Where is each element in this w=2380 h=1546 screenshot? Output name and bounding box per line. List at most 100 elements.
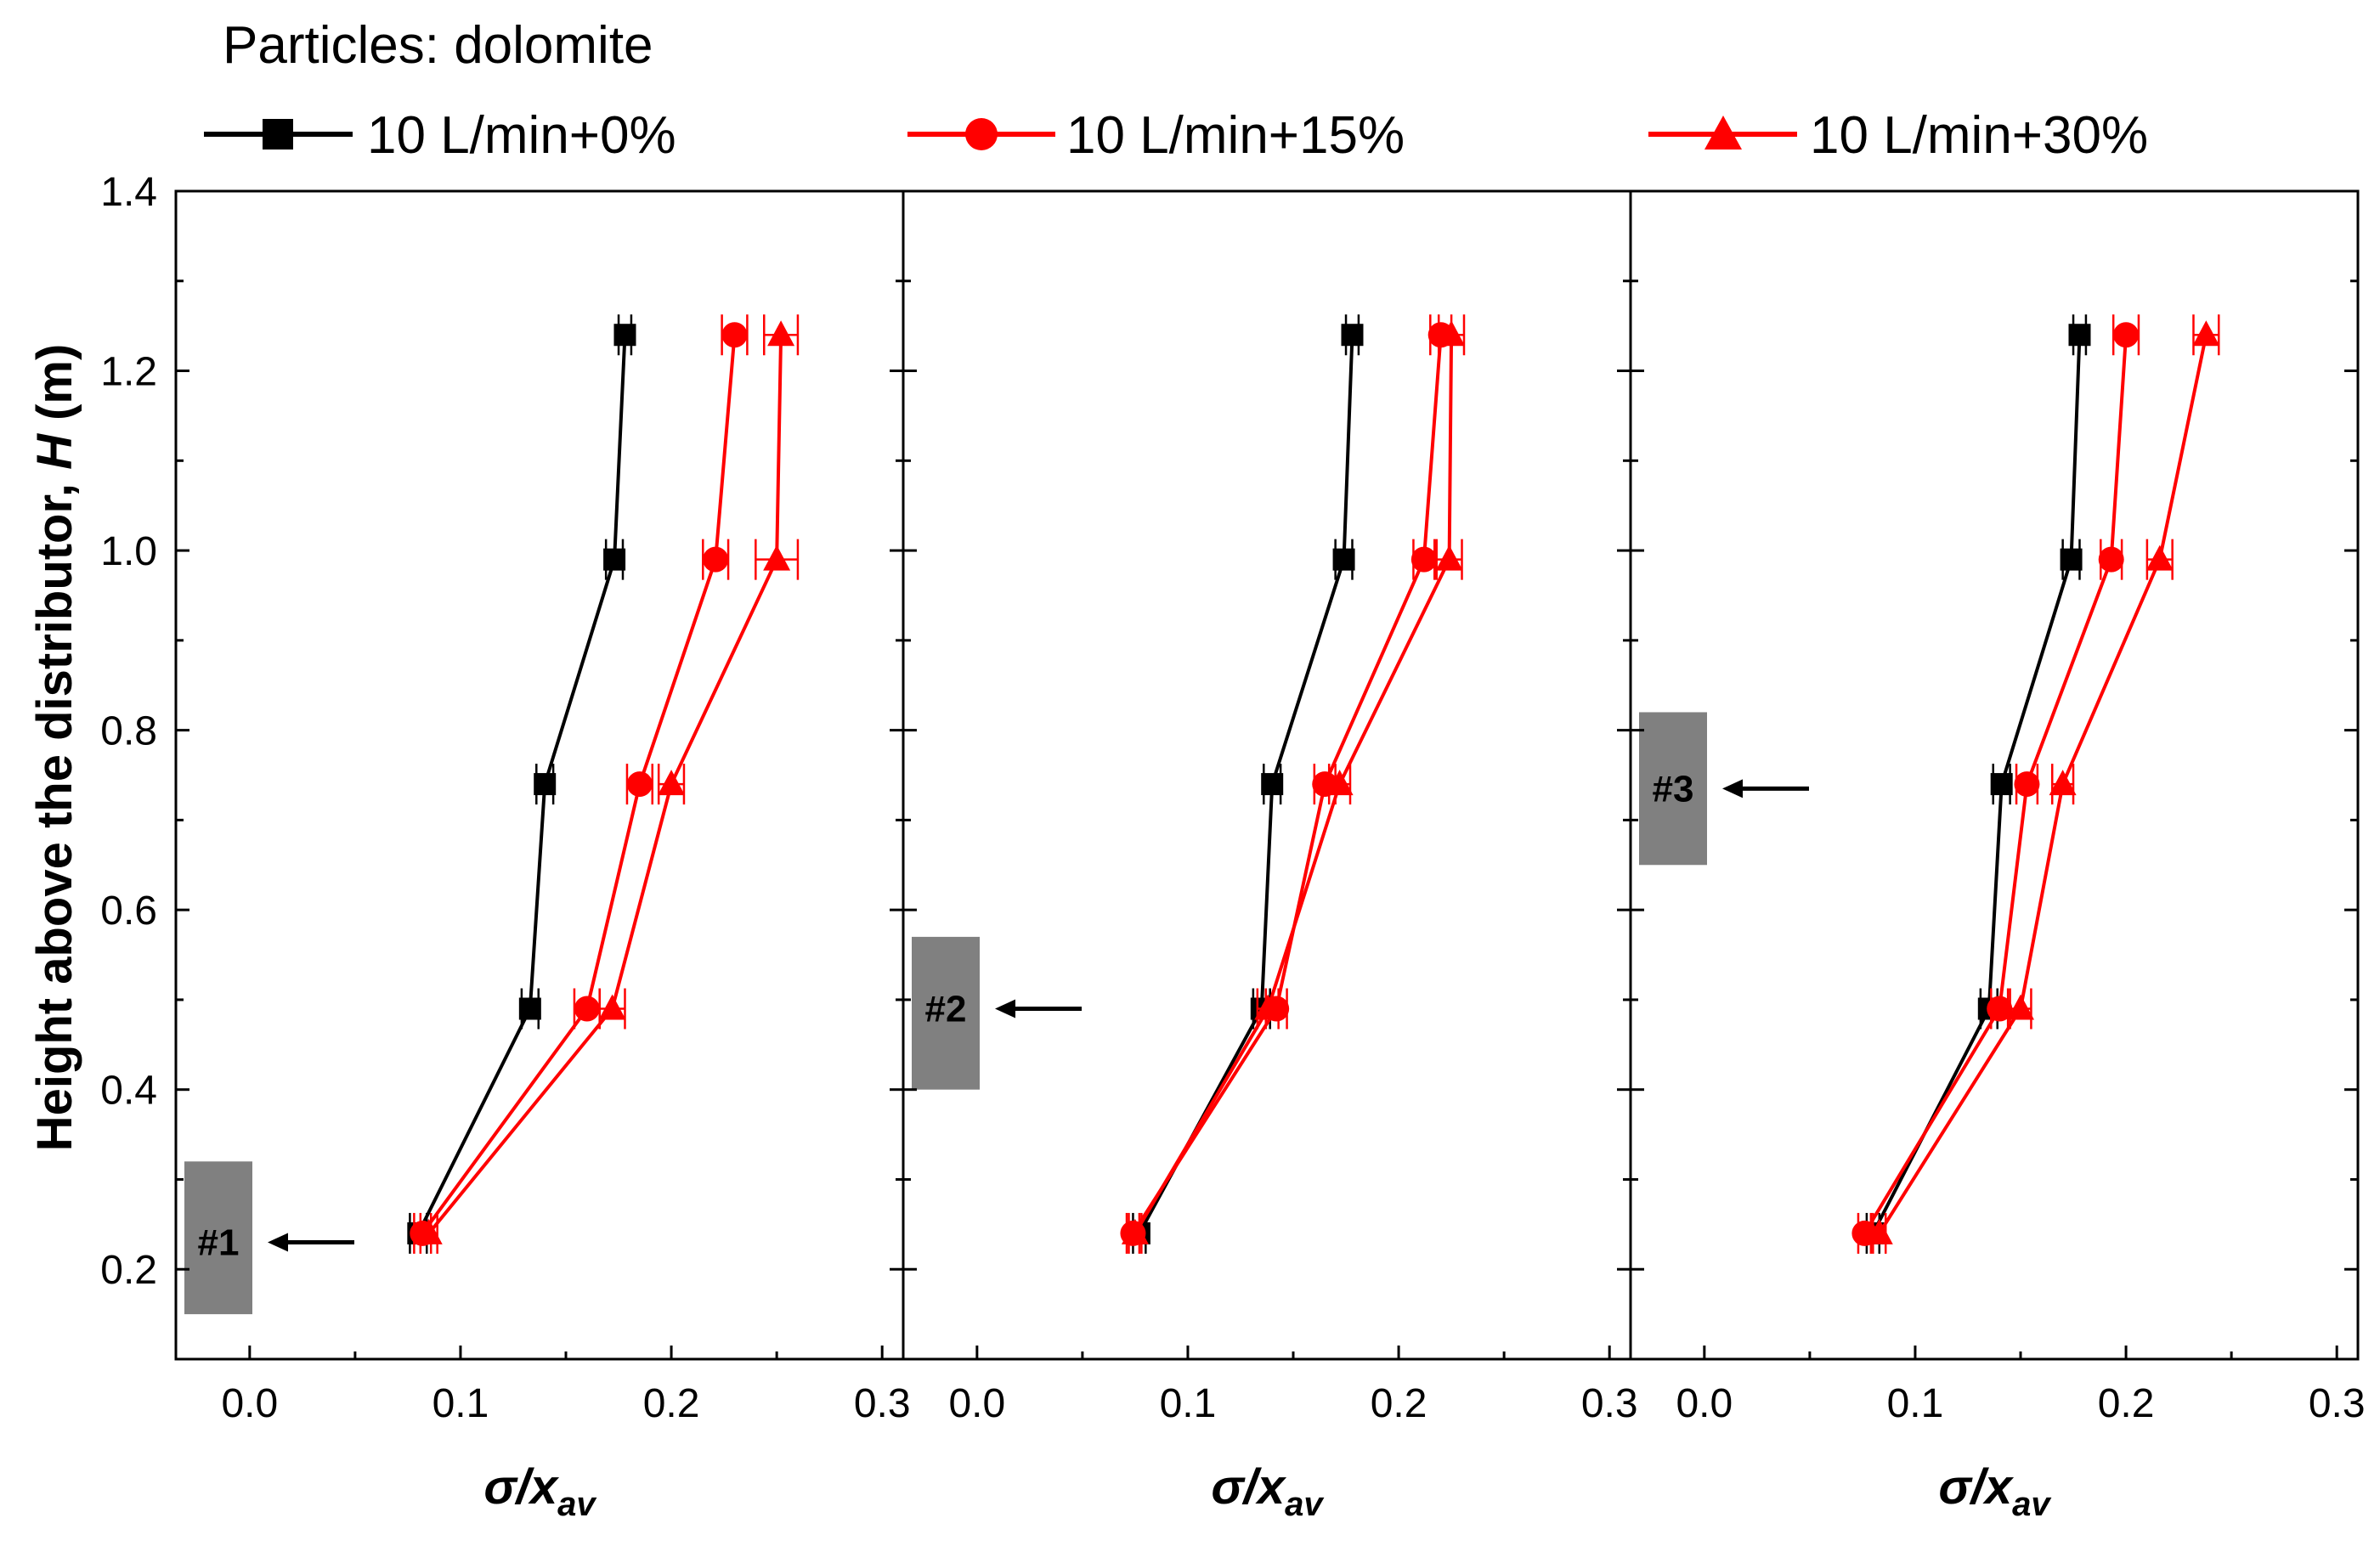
sample-box-label-panel-1: #1 xyxy=(198,1222,240,1264)
x-axis-title-main: σ/x xyxy=(483,1459,560,1515)
data-point-circle xyxy=(721,322,748,348)
data-point-triangle xyxy=(767,320,795,347)
x-tick-label: 0.3 xyxy=(1581,1381,1638,1426)
data-point-square xyxy=(534,773,557,796)
x-tick-label: 0.0 xyxy=(221,1381,278,1426)
data-point-triangle xyxy=(598,994,626,1020)
sample-box xyxy=(912,936,980,1090)
data-point-triangle xyxy=(1438,320,1466,347)
legend-marker-square-icon xyxy=(263,119,293,150)
plot-frame xyxy=(1629,189,2360,1361)
legend-entry-0p: 10 L/min+0% xyxy=(204,106,676,165)
legend-label-0p: 10 L/min+0% xyxy=(367,106,676,165)
data-point-triangle xyxy=(1326,770,1354,796)
y-axis-title-var: H xyxy=(27,433,82,470)
legend-marker-triangle-icon xyxy=(1704,116,1742,150)
x-tick-label: 0.2 xyxy=(643,1381,700,1426)
data-point-circle xyxy=(574,996,600,1022)
y-tick-label: 0.8 xyxy=(100,709,157,754)
data-point-square xyxy=(613,324,636,347)
data-point-triangle xyxy=(415,1218,443,1244)
series-line xyxy=(1878,334,2208,1234)
series-line xyxy=(427,335,783,1235)
panel-1: 0.0 0.1 0.2 0.3 σ/xav #1 xyxy=(174,189,911,1523)
x-tick-label: 0.1 xyxy=(1160,1381,1217,1426)
data-point-square xyxy=(1332,548,1355,571)
y-axis-title-prefix: Height above the distributor, xyxy=(27,470,82,1151)
data-point-square xyxy=(603,548,626,571)
data-point-triangle xyxy=(2192,320,2220,347)
x-tick-label: 0.3 xyxy=(2309,1381,2366,1426)
data-point-triangle xyxy=(1865,1218,1893,1244)
data-point-circle xyxy=(703,546,729,573)
x-tick-label: 0.2 xyxy=(1371,1381,1427,1426)
data-point-square xyxy=(2060,548,2083,571)
panel-3: 0.0 0.1 0.2 0.3 σ/xav #3 xyxy=(1629,189,2366,1523)
y-axis-title-suffix: (m) xyxy=(27,344,82,434)
x-axis-title-sub: av xyxy=(2012,1486,2052,1523)
x-tick-label: 0.1 xyxy=(432,1381,489,1426)
x-tick-labels-panel-1: 0.0 0.1 0.2 0.3 xyxy=(221,1381,910,1426)
x-axis-title-panel-2: σ/xav xyxy=(1211,1459,1325,1523)
data-point-square xyxy=(2068,324,2091,347)
y-tick-label: 0.2 xyxy=(100,1248,157,1293)
series-line xyxy=(1133,335,1454,1234)
y-tick-label: 0.6 xyxy=(100,889,157,934)
y-tick-label: 0.4 xyxy=(100,1069,157,1114)
data-point-triangle xyxy=(2049,770,2077,796)
data-point-circle xyxy=(1410,546,1437,573)
series-line xyxy=(421,335,737,1235)
data-point-circle xyxy=(2098,546,2124,573)
data-point-triangle xyxy=(1435,544,1463,571)
x-tick-label: 0.2 xyxy=(2098,1381,2155,1426)
legend-label-15p: 10 L/min+15% xyxy=(1066,106,1405,165)
sample-box xyxy=(184,1161,252,1315)
legend: 10 L/min+0% 10 L/min+15% 10 L/min+30% xyxy=(204,106,2148,165)
data-point-triangle xyxy=(1254,994,1282,1020)
sample-box xyxy=(1639,712,1707,866)
data-point-triangle xyxy=(1121,1218,1149,1244)
x-axis-title-main: σ/x xyxy=(1938,1459,2015,1515)
x-axis-title-sub: av xyxy=(1285,1486,1325,1523)
x-axis-title-sub: av xyxy=(557,1486,597,1523)
x-tick-label: 0.0 xyxy=(1676,1381,1733,1426)
data-point-circle xyxy=(2014,771,2040,798)
legend-marker-circle-icon xyxy=(965,118,998,150)
data-point-triangle xyxy=(658,770,686,796)
x-axis-title-main: σ/x xyxy=(1211,1459,1287,1515)
legend-entry-15p: 10 L/min+15% xyxy=(907,106,1405,165)
data-point-square xyxy=(518,997,541,1020)
data-point-circle xyxy=(626,771,653,798)
legend-entry-30p: 10 L/min+30% xyxy=(1648,106,2148,165)
x-tick-label: 0.1 xyxy=(1887,1381,1944,1426)
pointer-arrow-icon xyxy=(1722,779,1743,798)
pointer-arrow-icon xyxy=(995,999,1015,1018)
pointer-arrow-icon xyxy=(268,1233,288,1252)
x-tick-labels-panel-2: 0.0 0.1 0.2 0.3 xyxy=(948,1381,1637,1426)
legend-label-30p: 10 L/min+30% xyxy=(1810,106,2148,165)
data-point-circle xyxy=(1987,996,2013,1022)
data-point-triangle xyxy=(763,544,791,571)
x-tick-label: 0.0 xyxy=(948,1381,1005,1426)
series-line xyxy=(1871,335,2082,1234)
chart-header: Particles: dolomite xyxy=(223,16,653,75)
series-line xyxy=(1131,335,1443,1234)
data-point-square xyxy=(1261,773,1284,796)
sample-box-label-panel-3: #3 xyxy=(1653,768,1694,810)
x-tick-labels-panel-3: 0.0 0.1 0.2 0.3 xyxy=(1676,1381,2365,1426)
x-axis-title-panel-3: σ/xav xyxy=(1938,1459,2052,1523)
data-point-circle xyxy=(2113,322,2140,348)
y-tick-labels: 0.2 0.4 0.6 0.8 1.0 1.2 1.4 xyxy=(100,170,157,1293)
data-point-square xyxy=(1341,324,1364,347)
y-tick-label: 1.2 xyxy=(100,350,157,395)
panel-2: 0.0 0.1 0.2 0.3 σ/xav #2 xyxy=(902,189,1638,1523)
y-tick-label: 1.0 xyxy=(100,529,157,574)
data-point-triangle xyxy=(2145,544,2174,571)
data-point-triangle xyxy=(2007,994,2035,1020)
data-point-square xyxy=(1990,773,2013,796)
sample-box-label-panel-2: #2 xyxy=(925,989,967,1030)
x-axis-title-panel-1: σ/xav xyxy=(483,1459,597,1523)
y-tick-label: 1.4 xyxy=(100,170,157,215)
x-tick-label: 0.3 xyxy=(854,1381,911,1426)
